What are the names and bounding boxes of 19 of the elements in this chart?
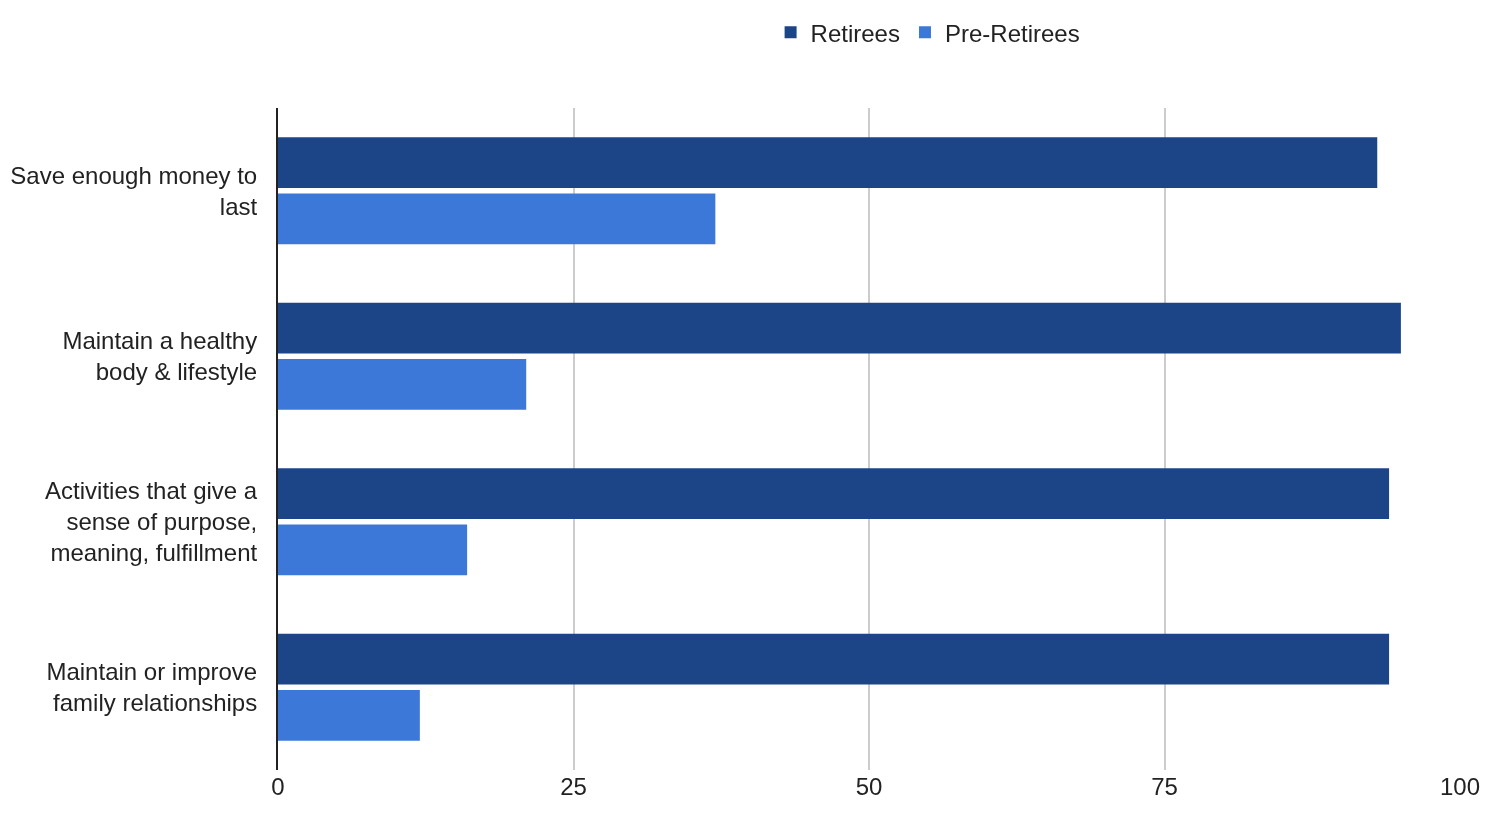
y-tick-label: Save enough money to last	[10, 161, 258, 220]
x-tick-label: 100	[1439, 773, 1481, 800]
bar	[278, 193, 716, 245]
bar	[278, 137, 1378, 188]
bar	[278, 690, 420, 741]
x-tick-label: 50	[855, 773, 883, 800]
bar	[278, 468, 1390, 519]
bar	[278, 524, 468, 576]
y-tick-label: Maintain or improve family relationships	[46, 658, 258, 717]
bar	[278, 633, 1390, 685]
bar	[278, 359, 527, 410]
x-tick-label: 75	[1151, 773, 1178, 800]
legend-label: Retirees	[810, 19, 900, 47]
x-tick-label: 0	[271, 773, 285, 800]
bar	[278, 302, 1401, 354]
y-tick-label: Maintain a healthy body & lifestyle	[62, 327, 258, 386]
x-tick-label: 25	[560, 773, 587, 800]
legend-label: Pre-Retirees	[944, 19, 1080, 47]
y-tick-label: Activities that give a sense of purpose, meaning, fulfillment	[45, 476, 258, 567]
